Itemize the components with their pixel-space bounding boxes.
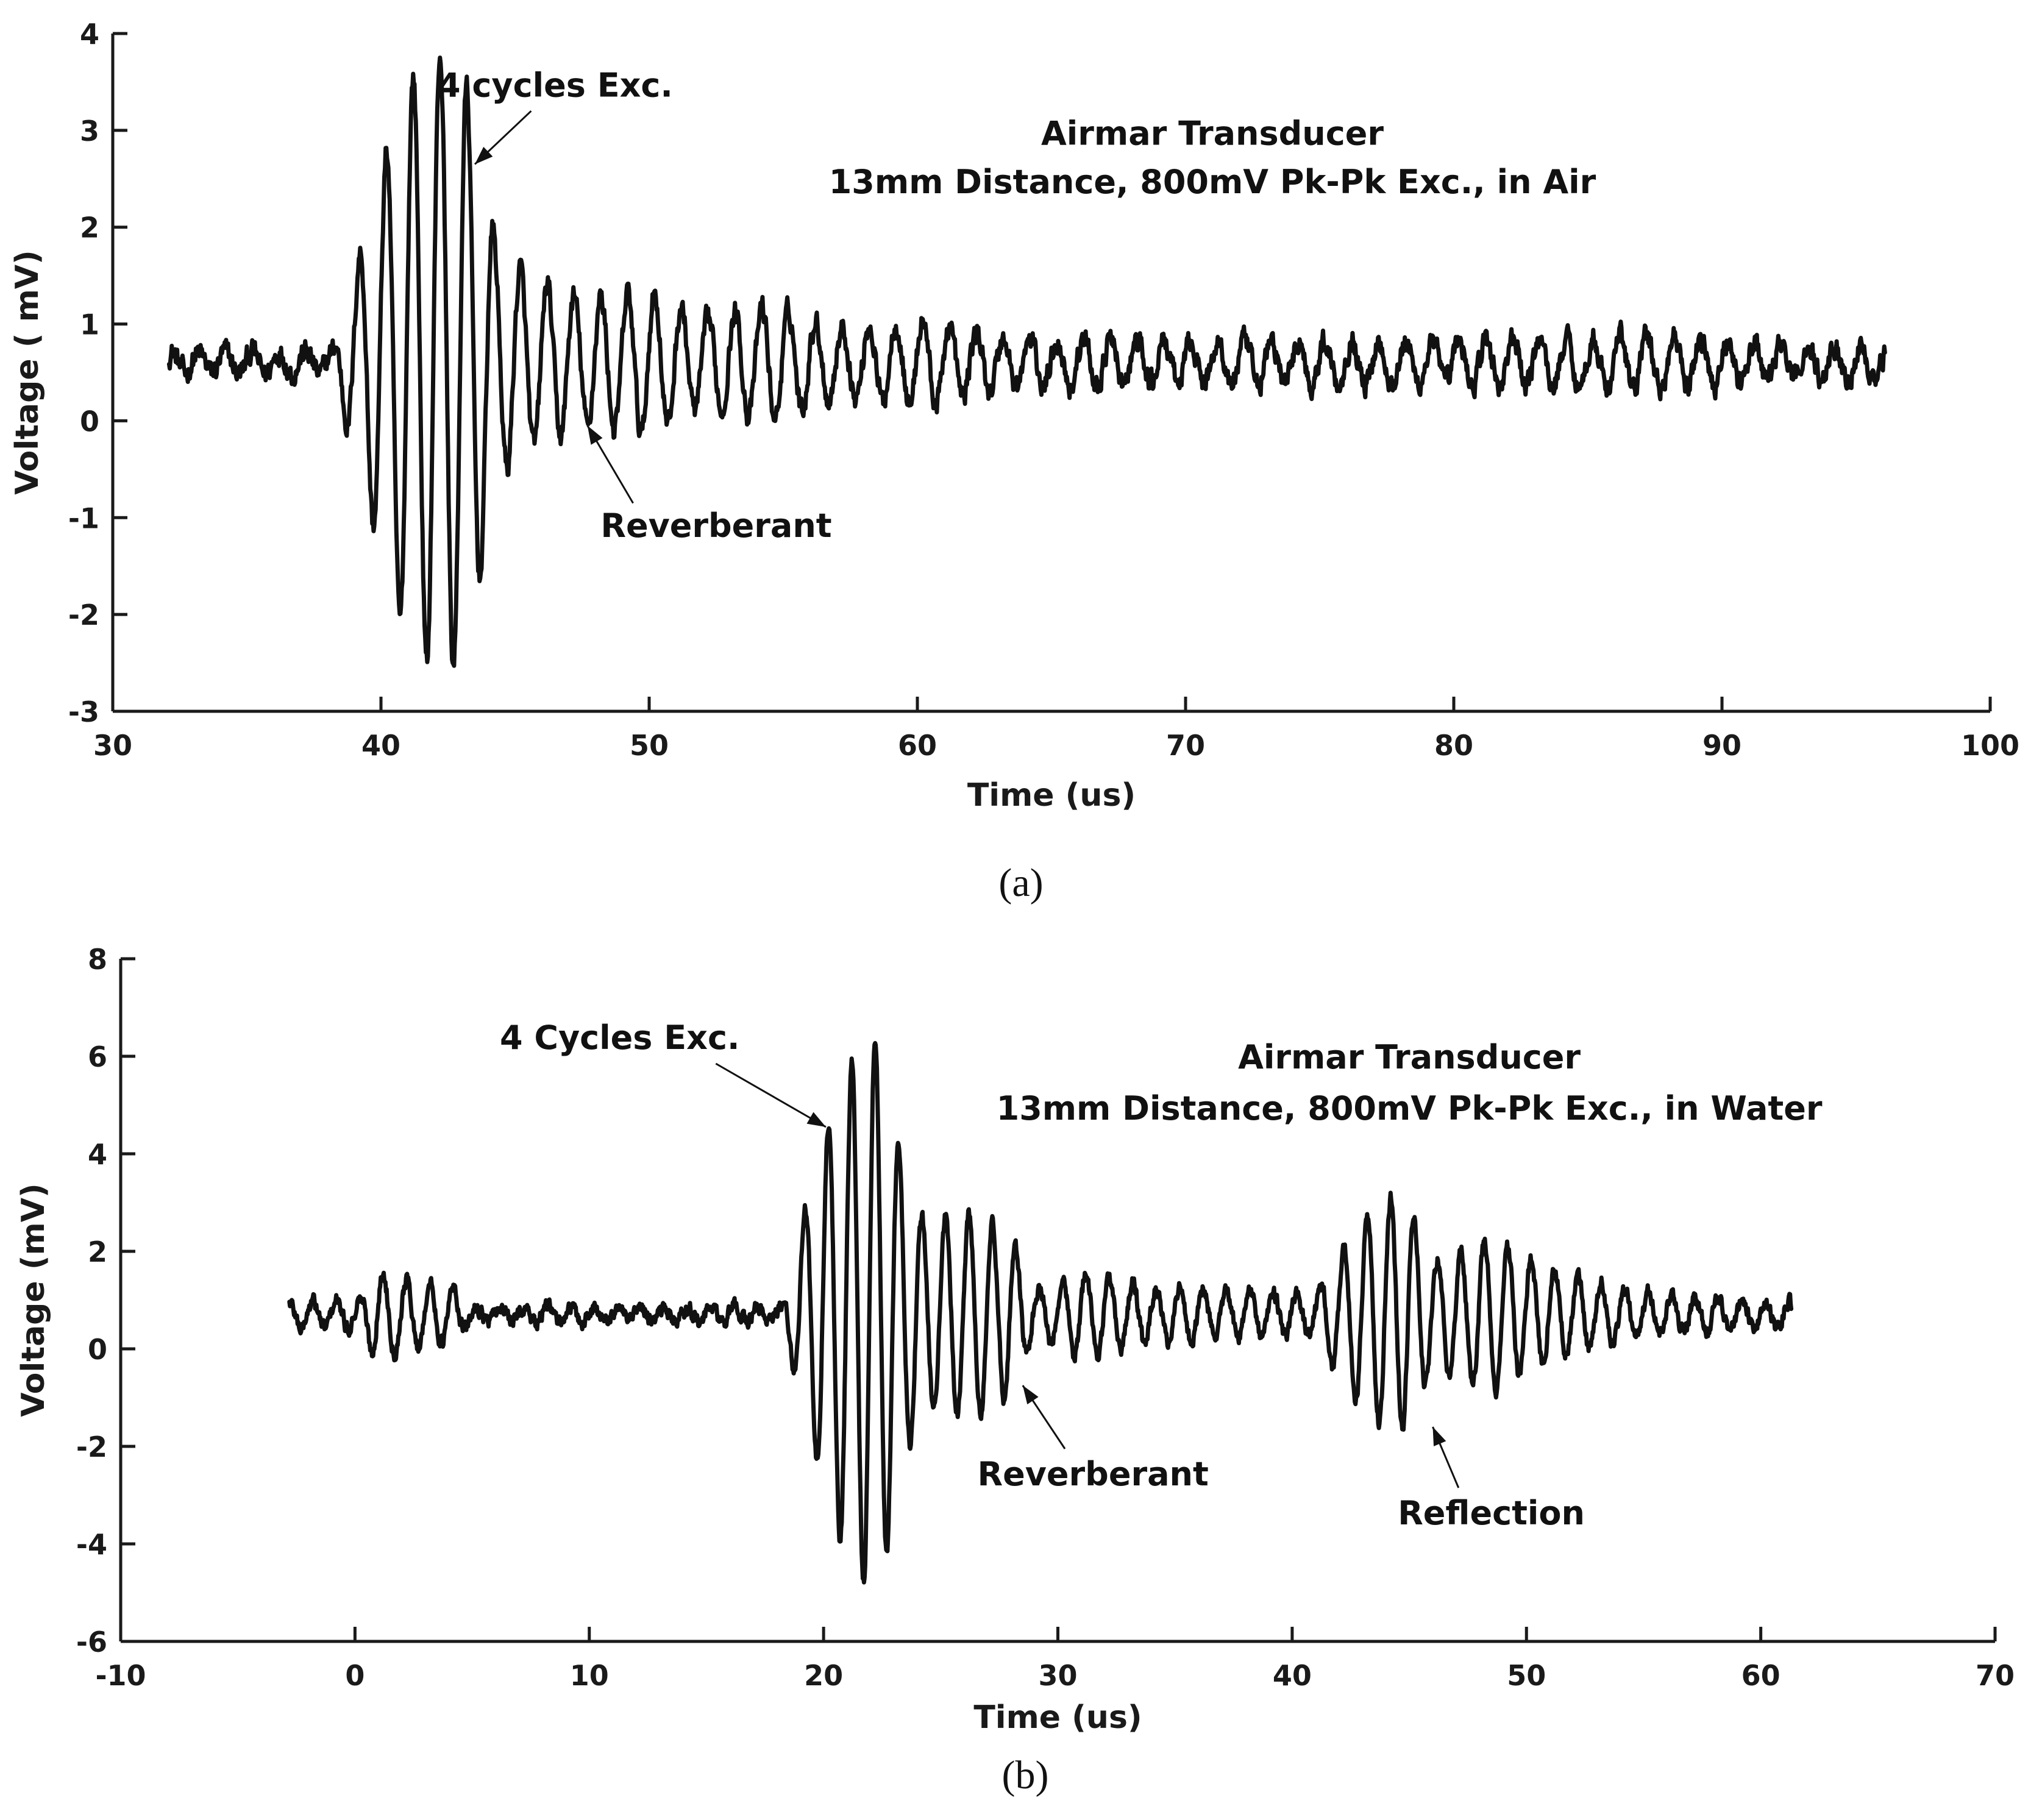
y-tick-label: -2	[68, 599, 99, 631]
y-tick-label: 3	[80, 115, 99, 148]
x-tick-label: 20	[804, 1659, 843, 1692]
x-tick-label: 30	[93, 729, 132, 762]
chart-panel-b: -10 0 10 20 30 40 50 60 70 -6 -4 -2 0 2 4 6 8 Time (us) Vo…	[15, 943, 2015, 1797]
legend-text: Airmar Transducer	[1238, 1038, 1581, 1076]
panel-label: (a)	[998, 861, 1043, 905]
y-tick-label: 1	[80, 308, 99, 341]
x-tick-label: 60	[1741, 1659, 1781, 1692]
x-tick-label: 50	[630, 729, 669, 762]
arrow-head	[475, 146, 493, 165]
x-tick-label: 40	[1273, 1659, 1312, 1692]
annotation-label: Reverberant	[978, 1455, 1209, 1493]
x-tick-label: 10	[570, 1659, 609, 1692]
y-tick-label: -2	[76, 1431, 107, 1463]
x-tick-label: 80	[1434, 729, 1473, 762]
annotation-label: 4 Cycles Exc.	[500, 1018, 740, 1057]
panel-label: (b)	[1002, 1753, 1049, 1797]
y-tick-label: 4	[80, 18, 99, 51]
arrow-head	[1432, 1427, 1446, 1446]
y-tick-label: 4	[88, 1138, 107, 1171]
x-tick-label: 70	[1166, 729, 1205, 762]
arrow-head	[587, 425, 603, 445]
x-tick-label: -10	[95, 1659, 146, 1692]
x-axis-label: Time (us)	[967, 777, 1136, 814]
annotation-label: Reverberant	[600, 507, 831, 545]
y-tick-label: 0	[80, 405, 99, 438]
y-tick-label: 0	[88, 1333, 107, 1366]
voltage-trace	[287, 1040, 1794, 1585]
y-tick-label: -6	[76, 1626, 107, 1658]
annotation-arrow	[715, 1062, 827, 1128]
x-axis-label: Time (us)	[973, 1699, 1142, 1736]
y-axis-label: Voltage ( mV)	[9, 250, 46, 495]
y-tick-label: -4	[76, 1528, 107, 1561]
x-tick-label: 100	[1961, 729, 2019, 762]
x-tick-label: 50	[1507, 1659, 1546, 1692]
voltage-trace	[166, 55, 1887, 668]
annotation-label: 4 cycles Exc.	[438, 66, 673, 104]
y-tick-label: 8	[88, 943, 107, 976]
x-tick-label: 30	[1038, 1659, 1077, 1692]
y-tick-label: 6	[88, 1040, 107, 1073]
x-tick-label: 60	[898, 729, 937, 762]
x-tick-label: 40	[361, 729, 400, 762]
y-tick-label: -1	[68, 502, 99, 535]
chart-panel-a: 30 40 50 60 70 80 90 100 -3 -2 -1 0 1 2 3 4 Time (us) Vol…	[9, 18, 2019, 905]
y-tick-label: -3	[68, 695, 99, 728]
legend-text: 13mm Distance, 800mV Pk-Pk Exc., in Wate…	[997, 1089, 1823, 1128]
annotation-label: Reflection	[1398, 1494, 1585, 1532]
y-tick-label: 2	[88, 1235, 107, 1268]
arrow-head	[806, 1112, 826, 1127]
x-tick-label: 70	[1976, 1659, 2015, 1692]
y-axis-label: Voltage (mV)	[15, 1183, 52, 1417]
arrow-head	[1022, 1385, 1039, 1405]
x-tick-label: 90	[1702, 729, 1741, 762]
legend-text: 13mm Distance, 800mV Pk-Pk Exc., in Air	[829, 163, 1596, 201]
y-tick-label: 2	[80, 212, 99, 244]
legend-text: Airmar Transducer	[1041, 115, 1384, 153]
x-tick-label: 0	[345, 1659, 365, 1692]
